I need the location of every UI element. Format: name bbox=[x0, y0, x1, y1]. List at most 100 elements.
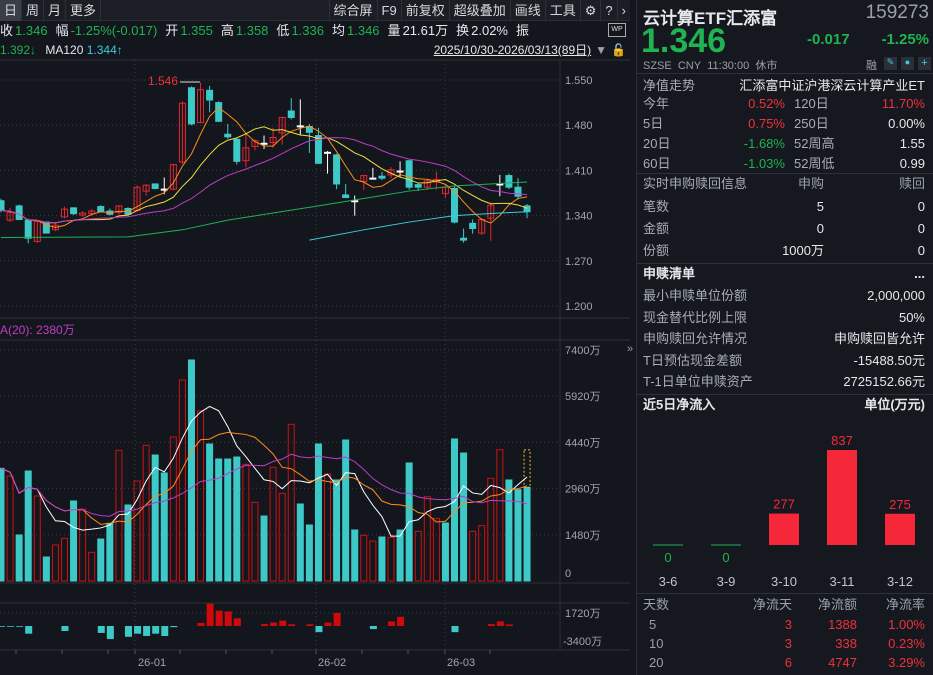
netflow-bar bbox=[315, 626, 323, 633]
forward-adjust-button[interactable]: 前复权 bbox=[402, 0, 450, 21]
row-label: 笔数 bbox=[643, 199, 670, 214]
volume-tick-label: 2960万 bbox=[565, 484, 600, 496]
bell-icon[interactable]: ● bbox=[901, 57, 914, 70]
wp-icon[interactable]: WP bbox=[608, 23, 626, 37]
ma120-line bbox=[309, 211, 528, 241]
netflow-bar bbox=[25, 626, 33, 634]
change-label: 幅 bbox=[55, 23, 69, 38]
exchange: SZSE bbox=[643, 60, 672, 72]
candle bbox=[378, 175, 386, 179]
quote-line: 收 1.346 幅 -1.25%(-0.017) 开 1.355 高 1.358 低 1.336 均… bbox=[0, 22, 604, 40]
netflow-bar bbox=[487, 624, 495, 626]
volume-bar bbox=[287, 423, 295, 582]
candle bbox=[451, 187, 458, 223]
netflow-bar bbox=[16, 626, 24, 627]
list-label: T-1日单位申赎资产 bbox=[643, 374, 753, 390]
candle bbox=[351, 200, 359, 203]
tab-day[interactable]: 日 bbox=[0, 0, 23, 21]
help-icon[interactable]: ? bbox=[601, 0, 618, 21]
more-button[interactable]: ... bbox=[914, 266, 925, 281]
col-subscribe: 申购 bbox=[797, 176, 824, 191]
volume-bar bbox=[124, 504, 132, 582]
netflow-bar bbox=[261, 624, 269, 626]
ma-legend: 1.392↓ MA120 1.344↑ 2025/10/30-2026/03/1… bbox=[0, 41, 630, 59]
table-cell: 3 bbox=[784, 636, 792, 651]
subscribe-value: 1000万 bbox=[782, 243, 824, 258]
nav-row: 今年 0.52% 120日 11.70% bbox=[643, 94, 925, 114]
flow-title: 近5日净流入 bbox=[643, 397, 716, 412]
market-status: 休市 bbox=[755, 60, 778, 72]
table-header: 净流额 bbox=[817, 597, 857, 612]
chevron-right-icon[interactable]: › bbox=[621, 3, 626, 18]
nav-row: 20日 -1.68% 52周高 1.55 bbox=[643, 134, 925, 154]
last-price: 1.346 bbox=[641, 22, 727, 60]
candle bbox=[178, 102, 186, 163]
candle bbox=[333, 154, 341, 185]
candle bbox=[206, 89, 214, 101]
flow-bar bbox=[769, 513, 799, 545]
tools-button[interactable]: 工具 bbox=[546, 0, 581, 21]
list-label: 最小申赎单位份额 bbox=[643, 288, 748, 303]
composite-screen-button[interactable]: 综合屏 bbox=[328, 0, 378, 21]
netflow-bar bbox=[152, 626, 160, 634]
candle bbox=[360, 175, 368, 182]
nav-row: 5日 0.75% 250日 0.00% bbox=[643, 114, 925, 134]
netflow-bar bbox=[270, 622, 278, 626]
candle bbox=[514, 186, 522, 197]
netflow-bar bbox=[124, 626, 132, 637]
candle bbox=[469, 222, 477, 230]
tab-week[interactable]: 周 bbox=[22, 0, 45, 21]
col-redeem: 赎回 bbox=[898, 176, 925, 191]
tab-month[interactable]: 月 bbox=[44, 0, 67, 21]
table-header: 净流天 bbox=[752, 597, 792, 612]
gear-icon[interactable]: ⚙ bbox=[581, 0, 602, 21]
high-label: 高 bbox=[220, 23, 234, 38]
ma10-line bbox=[0, 126, 528, 224]
add-icon[interactable]: + bbox=[918, 57, 931, 70]
price-tick-label: 1.200 bbox=[565, 301, 593, 313]
nav-title: 净值走势 bbox=[643, 78, 696, 93]
kline-chart[interactable]: 1.550 1.480 1.410 1.340 1.270 1.200 7400万 5920万… bbox=[0, 0, 636, 675]
table-cell: 0.23% bbox=[888, 636, 925, 651]
ma60-line bbox=[0, 181, 528, 239]
netflow-bar bbox=[61, 626, 69, 631]
pencil-icon[interactable]: ✎ bbox=[884, 57, 897, 70]
fund-name: 云计算ETF汇添富 bbox=[643, 9, 778, 28]
table-cell: 5 bbox=[649, 617, 657, 632]
flow-bar-value: 837 bbox=[831, 433, 853, 448]
list-value: 50% bbox=[898, 309, 925, 325]
lock-icon[interactable]: 🔓 bbox=[611, 43, 626, 57]
turnover-value: 2.02% bbox=[471, 23, 508, 38]
redeem-value: 0 bbox=[917, 221, 925, 236]
volume-bar bbox=[106, 522, 114, 582]
volume-bar bbox=[88, 551, 96, 582]
collapse-panel-icon[interactable]: » bbox=[627, 343, 634, 355]
netflow-bar bbox=[197, 622, 205, 626]
candle bbox=[79, 212, 87, 216]
candle bbox=[60, 208, 68, 218]
realtime-row: 份额 1000万 0 bbox=[643, 241, 925, 261]
netflow-bar bbox=[333, 612, 341, 626]
candle bbox=[242, 147, 250, 162]
netflow-bar bbox=[306, 624, 314, 626]
table-cell: 4747 bbox=[828, 655, 857, 670]
date-range-link[interactable]: 2025/10/30-2026/03/13(89日) bbox=[433, 43, 592, 57]
row-label: 金额 bbox=[643, 221, 670, 236]
overlay-button[interactable]: 超级叠加 bbox=[450, 0, 511, 21]
triangle-down-icon[interactable]: ▼ bbox=[595, 43, 608, 57]
netflow-bar bbox=[288, 624, 296, 626]
netflow-bar bbox=[324, 622, 332, 626]
table-cell: 6 bbox=[784, 655, 792, 670]
list-row: 最小申赎单位份额 2,000,000 bbox=[643, 286, 925, 306]
draw-line-button[interactable]: 画线 bbox=[511, 0, 546, 21]
tab-more[interactable]: 更多 bbox=[66, 0, 102, 21]
f9-button[interactable]: F9 bbox=[378, 0, 402, 21]
date-label: 26-01 bbox=[138, 657, 166, 669]
volume-tick-label: 4440万 bbox=[565, 437, 600, 449]
nav-row: 60日 -1.03% 52周低 0.99 bbox=[643, 154, 925, 174]
flow-bar-value: 0 bbox=[722, 550, 729, 565]
table-row: 5 3 1388 1.00% bbox=[643, 615, 925, 635]
candle bbox=[260, 142, 268, 145]
candle bbox=[215, 102, 223, 122]
realtime-row: 金额 0 0 bbox=[643, 219, 925, 239]
